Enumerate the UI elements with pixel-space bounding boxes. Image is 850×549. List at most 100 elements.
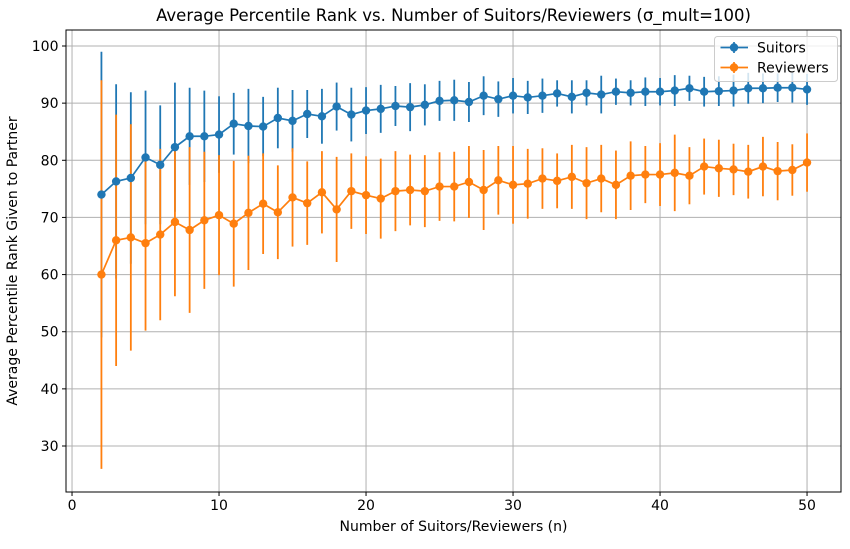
data-point-suitors-n50 [802, 85, 812, 94]
data-point-suitors-n27 [464, 97, 474, 107]
y-tick-label-90: 90 [41, 96, 59, 112]
data-point-suitors-n46 [744, 84, 753, 93]
legend: Suitors Reviewers [714, 36, 838, 82]
data-point-reviewers-n22 [391, 186, 400, 196]
data-point-reviewers-n37 [611, 180, 621, 190]
data-point-reviewers-n43 [699, 162, 709, 171]
data-point-reviewers-n38 [626, 171, 635, 180]
data-point-reviewers-n19 [347, 186, 356, 196]
data-point-suitors-n22 [391, 101, 400, 111]
data-point-reviewers-n5 [141, 238, 150, 248]
data-point-suitors-n23 [405, 102, 415, 112]
data-point-reviewers-n45 [729, 165, 738, 174]
data-point-reviewers-n12 [244, 208, 253, 218]
data-point-suitors-n40 [655, 87, 665, 96]
data-point-reviewers-n48 [773, 166, 782, 176]
data-point-suitors-n28 [479, 91, 488, 100]
data-point-reviewers-n29 [494, 176, 503, 185]
data-point-suitors-n37 [611, 87, 621, 96]
legend-handle-marker-reviewers [729, 63, 739, 72]
chart-title: Average Percentile Rank vs. Number of Su… [156, 6, 751, 26]
data-point-suitors-n18 [332, 102, 341, 111]
data-point-reviewers-n28 [479, 185, 488, 195]
data-point-suitors-n16 [303, 109, 312, 119]
data-point-reviewers-n7 [170, 217, 180, 227]
data-point-suitors-n41 [670, 86, 679, 95]
data-point-reviewers-n23 [405, 185, 415, 195]
data-point-reviewers-n25 [435, 182, 444, 191]
data-point-suitors-n11 [229, 119, 238, 128]
data-point-reviewers-n50 [802, 158, 812, 167]
x-tick-label-40: 40 [651, 498, 669, 514]
series-layer [97, 83, 812, 279]
data-point-suitors-n43 [699, 87, 709, 96]
legend-label-reviewers: Reviewers [757, 61, 829, 77]
data-point-reviewers-n32 [538, 174, 547, 183]
data-point-reviewers-n17 [317, 188, 327, 197]
data-point-suitors-n26 [450, 96, 459, 105]
data-point-reviewers-n30 [508, 180, 518, 190]
data-point-reviewers-n2 [97, 270, 106, 279]
data-point-reviewers-n41 [670, 168, 679, 178]
data-point-suitors-n2 [97, 190, 106, 199]
data-point-reviewers-n16 [303, 198, 312, 208]
data-point-suitors-n45 [729, 86, 738, 95]
data-point-suitors-n14 [273, 113, 283, 123]
data-point-reviewers-n8 [185, 225, 194, 235]
data-point-suitors-n33 [552, 89, 562, 98]
data-point-suitors-n6 [156, 160, 165, 170]
y-tick-label-80: 80 [41, 153, 59, 169]
data-point-suitors-n49 [788, 83, 797, 92]
x-tick-label-10: 10 [210, 498, 228, 514]
data-point-suitors-n24 [420, 100, 430, 110]
data-point-reviewers-n47 [758, 162, 768, 171]
data-point-reviewers-n46 [744, 167, 753, 176]
data-point-reviewers-n3 [111, 236, 121, 245]
y-tick-label-50: 50 [41, 325, 59, 341]
data-point-suitors-n32 [538, 91, 547, 100]
data-point-suitors-n42 [685, 84, 694, 93]
y-tick-label-40: 40 [41, 382, 59, 398]
y-tick-label-100: 100 [32, 39, 59, 55]
data-point-suitors-n35 [582, 88, 591, 98]
data-point-suitors-n3 [111, 177, 121, 186]
data-point-suitors-n5 [141, 153, 150, 162]
data-point-suitors-n15 [288, 116, 297, 126]
data-point-suitors-n7 [170, 142, 180, 152]
data-point-suitors-n19 [347, 110, 356, 119]
data-point-reviewers-n39 [641, 170, 650, 179]
data-point-suitors-n48 [773, 83, 782, 92]
data-point-suitors-n31 [523, 93, 532, 102]
data-point-reviewers-n20 [361, 190, 371, 200]
y-tick-label-60: 60 [41, 268, 59, 284]
data-point-reviewers-n18 [332, 205, 341, 214]
data-point-suitors-n13 [258, 122, 268, 131]
data-point-suitors-n30 [508, 91, 518, 100]
data-point-suitors-n29 [494, 94, 503, 104]
data-point-suitors-n9 [200, 132, 209, 141]
error-bars-layer [100, 51, 808, 469]
data-point-reviewers-n21 [376, 194, 385, 203]
data-point-suitors-n44 [714, 86, 724, 96]
data-point-reviewers-n34 [567, 172, 577, 182]
data-point-reviewers-n6 [156, 230, 165, 239]
data-point-reviewers-n15 [288, 193, 297, 202]
data-point-suitors-n12 [244, 121, 253, 131]
data-point-suitors-n25 [435, 96, 444, 106]
x-tick-label-0: 0 [68, 498, 77, 514]
data-point-suitors-n36 [597, 90, 606, 99]
data-point-suitors-n39 [641, 87, 650, 96]
data-point-reviewers-n11 [229, 219, 238, 228]
data-point-suitors-n47 [758, 84, 768, 93]
data-point-reviewers-n24 [420, 186, 430, 196]
data-point-reviewers-n13 [258, 199, 268, 208]
data-point-reviewers-n40 [655, 170, 665, 179]
data-point-suitors-n10 [214, 130, 224, 139]
data-point-suitors-n17 [317, 112, 327, 121]
x-tick-label-30: 30 [504, 498, 522, 514]
data-point-reviewers-n44 [714, 164, 724, 173]
y-tick-label-30: 30 [41, 439, 59, 455]
data-point-suitors-n8 [185, 132, 194, 141]
